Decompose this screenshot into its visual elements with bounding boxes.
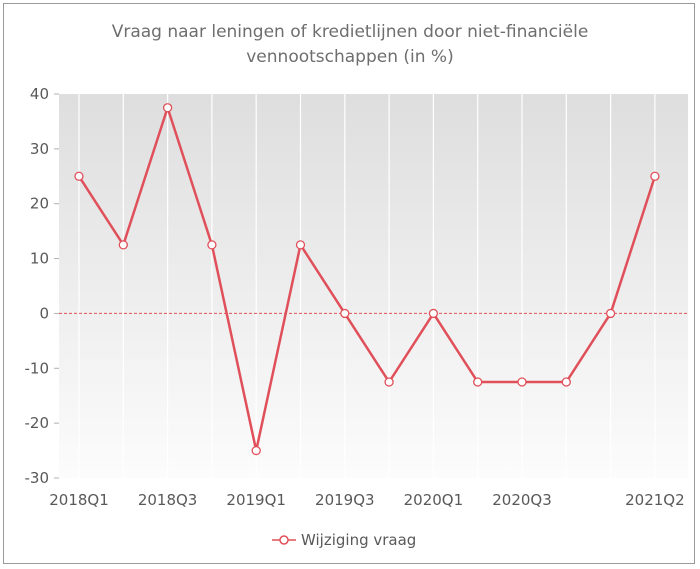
x-tick-label: 2020Q1 <box>404 491 464 509</box>
data-point-2019Q3 <box>340 308 350 319</box>
series-line <box>77 106 657 452</box>
x-tick-label: 2020Q3 <box>492 491 552 509</box>
data-point-2020Q2 <box>473 377 483 387</box>
line-chart: Vraag naar leningen of kredietlijnen doo… <box>25 22 688 549</box>
legend: Wijziging vraag <box>272 531 416 549</box>
x-tick-label: 2018Q3 <box>138 491 198 509</box>
y-tick-label: 20 <box>30 195 49 213</box>
y-tick-label: 0 <box>39 304 49 322</box>
data-point-2019Q2 <box>295 240 306 250</box>
y-tick-label: 30 <box>30 140 49 158</box>
y-tick-label: -10 <box>25 359 50 377</box>
chart-frame: Vraag naar leningen of kredietlijnen doo… <box>3 3 695 564</box>
x-tick-label: 2021Q2 <box>625 491 685 509</box>
legend-label: Wijziging vraag <box>301 531 416 549</box>
chart-title-line-2: vennootschappen (in %) <box>246 47 453 67</box>
x-tick-label: 2019Q3 <box>315 491 375 509</box>
data-point-2021Q2 <box>650 171 660 181</box>
data-point-2020Q4 <box>561 377 571 387</box>
data-point-2020Q3 <box>517 377 527 387</box>
data-point-2021Q1 <box>605 308 616 319</box>
y-tick-label: 10 <box>30 250 49 268</box>
data-point-2019Q4 <box>384 377 394 387</box>
y-tick-label: -20 <box>25 414 50 432</box>
data-point-2019Q1 <box>251 445 261 456</box>
plot-area <box>59 94 688 478</box>
data-point-2018Q3 <box>162 103 173 113</box>
y-tick-label: -30 <box>25 469 50 487</box>
data-point-2018Q1 <box>74 171 84 181</box>
data-point-2018Q4 <box>207 240 217 250</box>
x-tick-label: 2019Q1 <box>226 491 286 509</box>
x-tick-label: 2018Q1 <box>49 491 109 509</box>
chart-title-line-1: Vraag naar leningen of kredietlijnen doo… <box>112 22 589 42</box>
data-point-2020Q1 <box>428 308 439 319</box>
legend-marker <box>279 535 289 545</box>
data-point-2018Q2 <box>118 240 128 250</box>
y-tick-label: 40 <box>30 85 49 103</box>
